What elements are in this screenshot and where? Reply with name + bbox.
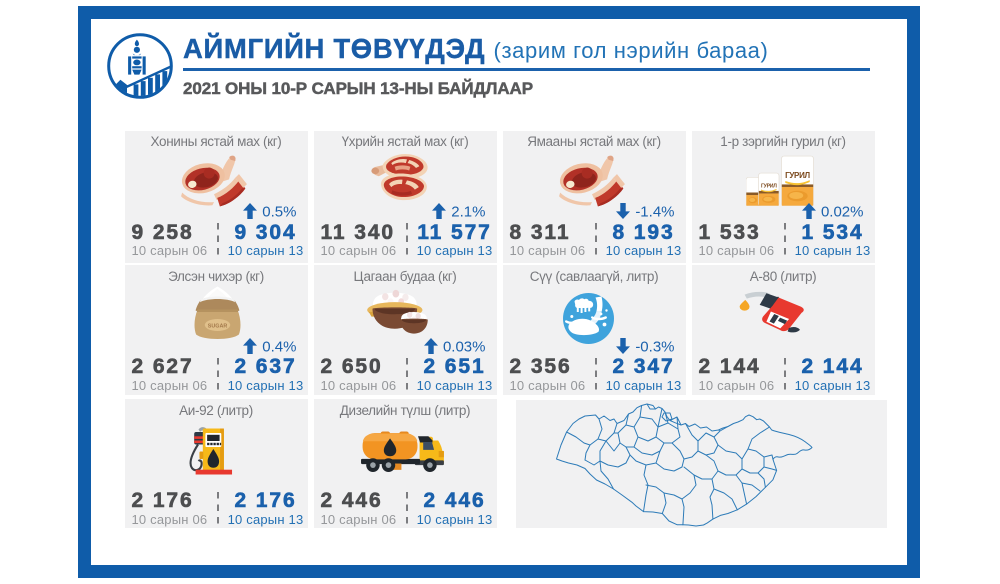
svg-text:ГУРИЛ: ГУРИЛ [761,183,777,189]
svg-text:ГУРИЛ: ГУРИЛ [785,171,810,180]
svg-text:SUGAR: SUGAR [208,323,228,329]
